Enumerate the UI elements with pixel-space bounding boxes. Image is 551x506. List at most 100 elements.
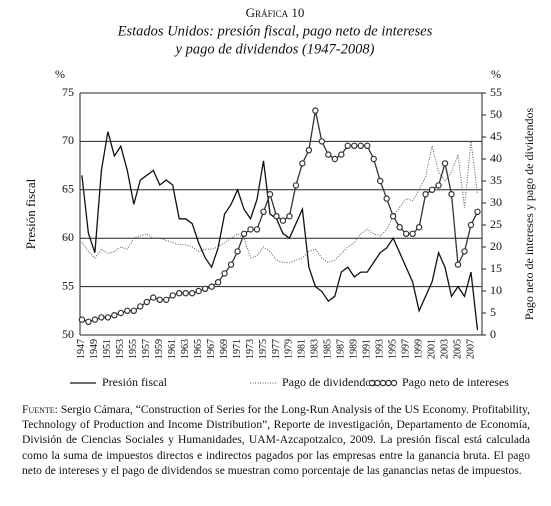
- data-point: [467, 221, 475, 229]
- data-point: [357, 142, 364, 149]
- data-point: [111, 312, 118, 319]
- data-point: [299, 160, 306, 167]
- data-point: [201, 285, 209, 292]
- x-tick-label: 1987: [336, 339, 347, 359]
- y-tick-label: 70: [62, 133, 74, 147]
- series-line: [81, 110, 479, 323]
- data-point: [98, 314, 105, 321]
- y2-tick-label: 50: [490, 107, 502, 121]
- source-note: Fuente: Sergio Cámara, “Construction of …: [22, 402, 530, 478]
- data-point: [221, 270, 228, 277]
- data-point: [85, 318, 92, 325]
- x-tick-label: 1963: [180, 339, 191, 359]
- data-point: [474, 208, 481, 215]
- data-point: [351, 142, 358, 149]
- data-point: [253, 226, 261, 233]
- data-point: [364, 142, 371, 149]
- data-point: [331, 155, 339, 163]
- y-unit: %: [55, 67, 65, 81]
- data-point: [441, 160, 449, 167]
- data-point: [182, 290, 189, 297]
- data-point: [124, 307, 131, 314]
- data-point: [143, 298, 150, 306]
- data-point: [318, 138, 326, 145]
- x-tick-label: 2003: [439, 339, 450, 359]
- data-point: [117, 309, 125, 317]
- x-tick-label: 2005: [452, 339, 463, 359]
- data-point: [163, 296, 170, 303]
- x-tick-label: 1953: [115, 339, 126, 359]
- data-point: [286, 212, 293, 220]
- y2-tick-label: 40: [490, 151, 502, 165]
- x-tick-label: 1965: [193, 339, 204, 359]
- data-point: [312, 107, 319, 114]
- y2-tick-label: 25: [490, 217, 502, 231]
- y2-tick-label: 55: [490, 85, 502, 99]
- data-point: [91, 316, 99, 323]
- y-axis-label: Presión fiscal: [23, 178, 38, 249]
- x-tick-label: 1971: [232, 339, 243, 359]
- y-tick-label: 75: [62, 85, 74, 99]
- x-tick-label: 1973: [245, 339, 256, 359]
- data-point: [195, 287, 202, 295]
- data-point: [227, 261, 235, 268]
- legend-marker: [385, 379, 392, 387]
- x-tick-label: 1981: [297, 339, 308, 359]
- data-point: [260, 208, 267, 215]
- y2-tick-label: 15: [490, 261, 502, 275]
- legend-label: Presión fiscal: [102, 375, 168, 389]
- x-tick-label: 1947: [76, 339, 87, 359]
- x-tick-label: 1969: [219, 339, 230, 359]
- data-point: [240, 230, 248, 237]
- data-point: [344, 142, 351, 149]
- y2-tick-label: 35: [490, 173, 502, 187]
- y2-axis-label: Pago neto de intereses y pago de dividen…: [522, 108, 536, 321]
- source-text: Sergio Cámara, “Construction of Series f…: [22, 403, 531, 477]
- data-point: [370, 155, 377, 163]
- data-point: [130, 307, 138, 314]
- data-point: [422, 190, 429, 198]
- legend-marker: [390, 379, 398, 387]
- x-tick-label: 1991: [362, 339, 373, 359]
- x-tick-label: 1999: [413, 339, 424, 359]
- chart: Gráfica 10 Estados Unidos: presión fisca…: [23, 5, 536, 389]
- y2-tick-label: 20: [490, 239, 502, 253]
- x-tick-label: 1977: [271, 339, 282, 359]
- x-tick-label: 1959: [154, 339, 165, 359]
- x-tick-label: 1951: [102, 339, 113, 359]
- data-point: [104, 314, 112, 321]
- data-point: [338, 151, 345, 158]
- x-tick-label: 1993: [375, 339, 386, 359]
- data-point: [415, 223, 423, 231]
- data-point: [292, 182, 300, 189]
- y-tick-label: 50: [62, 327, 74, 341]
- data-point: [389, 212, 397, 220]
- data-point: [448, 190, 455, 198]
- x-tick-label: 1983: [310, 339, 321, 359]
- chart-subtitle: y pago de dividendos (1947-2008): [174, 41, 375, 57]
- x-tick-label: 2007: [465, 339, 476, 359]
- series-line: [81, 141, 478, 263]
- data-point: [266, 190, 274, 198]
- y2-tick-label: 30: [490, 195, 502, 209]
- series-line: [81, 131, 479, 331]
- legend-marker: [374, 379, 381, 387]
- data-point: [402, 230, 410, 237]
- x-tick-label: 1995: [387, 339, 398, 359]
- data-point: [428, 186, 436, 193]
- data-point: [409, 230, 416, 237]
- x-tick-label: 1949: [89, 339, 100, 359]
- data-point: [454, 261, 462, 268]
- x-tick-label: 1961: [167, 339, 178, 359]
- data-point: [137, 303, 144, 310]
- data-point: [150, 294, 157, 301]
- data-point: [234, 248, 241, 255]
- y2-tick-label: 45: [490, 129, 502, 143]
- y-tick-label: 55: [62, 278, 74, 292]
- y2-tick-label: 5: [490, 305, 496, 319]
- data-point: [247, 226, 254, 233]
- x-tick-label: 1989: [349, 339, 360, 359]
- y2-tick-label: 0: [490, 327, 496, 341]
- data-point: [305, 146, 313, 154]
